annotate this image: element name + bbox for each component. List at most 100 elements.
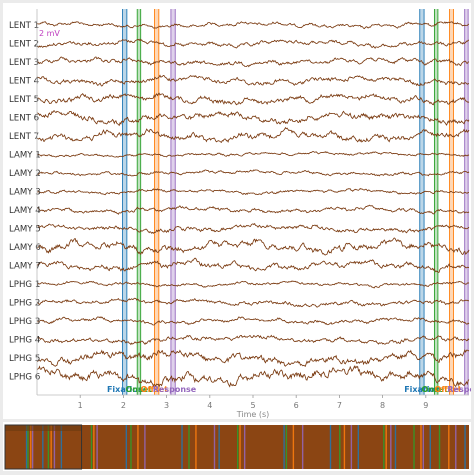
overview-event-marker [343,425,346,469]
channel-trace [36,187,470,196]
overview-event-marker [413,425,415,469]
event-label: Fixation [404,385,441,394]
event-label: Onset [421,385,448,394]
channel-label: LPHG 5 [9,354,40,364]
channel-trace [36,334,470,346]
channel-label: LAMY 5 [9,225,41,235]
event-band [170,9,176,395]
event-band [154,9,159,395]
channel-label: LPHG 1 [9,280,40,290]
event-band [464,9,469,395]
overview-event-marker [213,425,216,469]
overview-event-marker [125,425,128,469]
channel-label: LENT 6 [9,114,39,124]
overview-event-marker [47,425,50,469]
channel-label: LENT 1 [9,21,39,31]
channel-label: LPHG 3 [9,317,40,327]
channel-trace [36,151,470,158]
event-band [419,9,425,395]
event-label: Offset [141,385,168,394]
channel-trace [36,92,470,106]
x-axis: 1 2 3 4 5 6 7 8 9 [37,394,469,410]
channel-label: LPHG 2 [9,299,40,309]
event-label: Fixation [107,385,144,394]
overview-event-marker [53,425,56,469]
channel-trace [36,237,470,256]
x-tick-label: 4 [207,401,212,410]
event-label: Offset [434,385,461,394]
channel-trace [36,126,470,144]
x-tick-label: 7 [337,401,342,410]
overview-view-window[interactable] [4,424,83,470]
channel-trace [36,316,470,326]
overview-window-top [5,425,82,431]
x-tick-label: 5 [250,401,255,410]
x-tick-label: 1 [78,401,83,410]
x-tick-label: 3 [164,401,169,410]
channel-trace [36,169,470,177]
channel-label: LENT 5 [9,95,39,105]
overview-event-marker [27,425,29,469]
overview-event-marker [237,425,239,469]
channel-trace [36,21,470,30]
overview-event-marker [137,425,139,469]
event-label: Onset [126,385,153,394]
channel-trace [36,74,470,87]
overview-event-marker [50,425,52,469]
channel-trace [37,204,470,215]
overview-event-marker [292,425,295,469]
channel-label: LPHG 6 [9,373,40,383]
overview-event-marker [455,425,457,469]
channel-labels: LENT 1 LENT 2 LENT 3 LENT 4 LENT 5 LENT 6 LENT… [9,21,41,383]
overview-event-marker [464,425,466,469]
channel-label: LAMY 7 [9,262,41,272]
channel-trace [36,349,470,367]
overview-event-marker [42,425,44,469]
overview-event-marker [448,425,450,469]
overview-plot[interactable] [3,422,471,471]
channel-trace [36,222,470,234]
overview-event-marker [60,425,63,469]
overview-event-marker [218,425,220,469]
overview-event-marker [285,425,288,469]
channel-traces [36,21,470,388]
channel-trace [36,257,470,273]
overview-event-marker [429,425,431,469]
overview-event-marker [90,425,93,469]
overview-event-marker [390,425,392,469]
event-band [449,9,454,395]
channel-trace [36,56,470,68]
overview-event-marker [438,425,441,469]
overview-event-marker [93,425,95,469]
x-tick-label: 6 [294,401,299,410]
x-tick-label: 9 [423,401,428,410]
overview-event-marker [144,425,146,469]
overview-event-marker [383,425,385,469]
overview-event-marker [385,425,387,469]
overview-event-marker [420,425,422,469]
channel-label: LAMY 6 [9,243,41,253]
overview-event-marker [181,425,183,469]
channel-label: LAMY 3 [9,188,41,198]
eeg-browser-panel: Fixation Onset Offset Response Fixation Onset… [3,3,471,419]
channel-trace [36,297,470,308]
scale-bar-label: 2 mV [39,29,60,38]
x-axis-title: Time (s) [236,410,270,419]
overview-event-marker [243,425,246,469]
channel-trace [36,280,470,289]
channel-label: LENT 2 [9,40,39,50]
overview-event-marker [25,425,28,469]
channel-trace [36,38,470,49]
overview-bar[interactable] [3,422,471,471]
overview-event-marker [31,425,34,469]
channel-trace [36,110,470,127]
channel-label: LAMY 1 [9,151,41,161]
overview-event-marker [283,425,285,469]
overview-event-marker [188,425,190,469]
event-label: Response [153,385,197,394]
x-tick-label: 8 [380,401,385,410]
event-band [434,9,438,395]
event-band [122,9,127,395]
